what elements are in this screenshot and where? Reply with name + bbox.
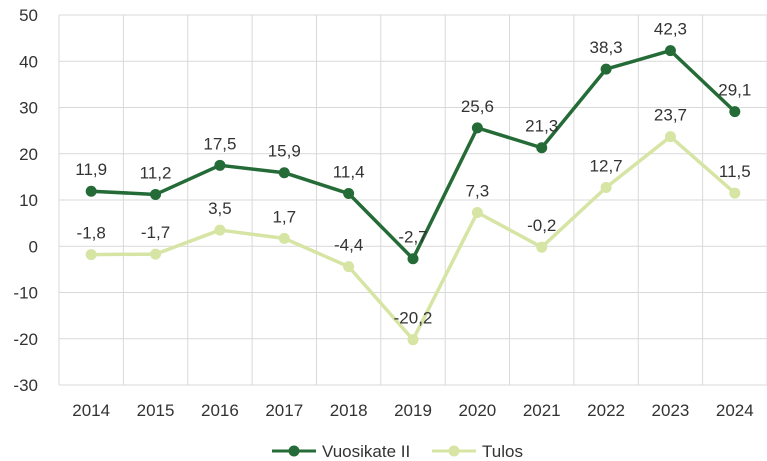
x-tick-label: 2021: [523, 401, 561, 420]
data-label: 42,3: [654, 20, 687, 39]
x-tick-label: 2022: [587, 401, 625, 420]
data-label: 7,3: [466, 181, 490, 200]
data-point: [600, 63, 612, 75]
x-tick-label: 2016: [201, 401, 239, 420]
gridlines: [58, 14, 767, 386]
data-label: 25,6: [461, 97, 494, 116]
x-tick-label: 2015: [137, 401, 175, 420]
data-label: 17,5: [203, 134, 236, 153]
data-label: -0,2: [527, 216, 556, 235]
y-tick-label: 0: [29, 237, 38, 256]
data-label: 15,9: [268, 142, 301, 161]
data-label: -1,7: [141, 223, 170, 242]
data-point: [150, 188, 162, 200]
data-label: 38,3: [590, 38, 623, 57]
data-label: 21,3: [525, 117, 558, 136]
data-point: [536, 241, 548, 253]
data-label: 11,9: [75, 160, 107, 179]
x-tick-label: 2014: [72, 401, 110, 420]
y-tick-label: -20: [13, 330, 38, 349]
data-point: [600, 182, 612, 194]
data-point: [278, 167, 290, 179]
data-point: [343, 188, 355, 200]
legend: Vuosikate II Tulos: [272, 442, 523, 461]
y-tick-label: 40: [19, 52, 38, 71]
data-label: -20,2: [394, 309, 433, 328]
data-point: [214, 224, 226, 236]
data-point: [407, 334, 419, 346]
legend-dot-tulos: [448, 445, 460, 457]
data-point: [664, 131, 676, 143]
x-tick-label: 2023: [652, 401, 690, 420]
data-label: -2,7: [398, 228, 427, 247]
data-point: [85, 249, 97, 261]
data-label: -1,8: [77, 224, 106, 243]
data-label: 11,2: [140, 163, 172, 182]
data-label: 11,5: [719, 162, 751, 181]
x-tick-label: 2020: [458, 401, 496, 420]
data-label: 1,7: [272, 207, 296, 226]
y-tick-label: 50: [19, 6, 38, 25]
y-tick-label: -10: [13, 284, 38, 303]
y-axis-ticks: -30 -20 -10 0 10 20 30 40 50: [13, 6, 38, 395]
data-label: -4,4: [334, 236, 363, 255]
data-point: [214, 159, 226, 171]
data-label: 12,7: [590, 157, 623, 176]
data-point: [150, 248, 162, 260]
data-label: 11,4: [333, 163, 365, 182]
data-point: [278, 232, 290, 244]
data-label: 23,7: [654, 106, 687, 125]
x-tick-label: 2024: [716, 401, 754, 420]
series: [85, 45, 741, 346]
data-point: [343, 261, 355, 273]
data-point: [536, 142, 548, 154]
x-tick-label: 2019: [394, 401, 432, 420]
data-point: [85, 185, 97, 197]
y-tick-label: 10: [19, 191, 38, 210]
data-point: [471, 122, 483, 134]
data-point: [407, 253, 419, 265]
x-tick-label: 2018: [330, 401, 368, 420]
data-label: 3,5: [208, 199, 232, 218]
y-tick-label: 20: [19, 145, 38, 164]
legend-label-vuosikate: Vuosikate II: [322, 442, 410, 461]
data-label: 29,1: [718, 81, 751, 100]
data-labels: 11,9 11,2 17,5 15,9 11,4 -2,7 25,6 21,3 38,3 42,3…: [75, 20, 751, 328]
data-point: [729, 187, 741, 199]
x-axis-ticks: 2014 2015 2016 2017 2018 2019 2020 2021 2022 2023…: [72, 401, 753, 420]
data-point: [664, 45, 676, 57]
legend-label-tulos: Tulos: [482, 442, 523, 461]
data-point: [729, 106, 741, 118]
data-point: [471, 206, 483, 218]
x-tick-label: 2017: [265, 401, 303, 420]
y-tick-label: 30: [19, 99, 38, 118]
legend-dot-vuosikate: [288, 445, 300, 457]
y-tick-label: -30: [13, 376, 38, 395]
